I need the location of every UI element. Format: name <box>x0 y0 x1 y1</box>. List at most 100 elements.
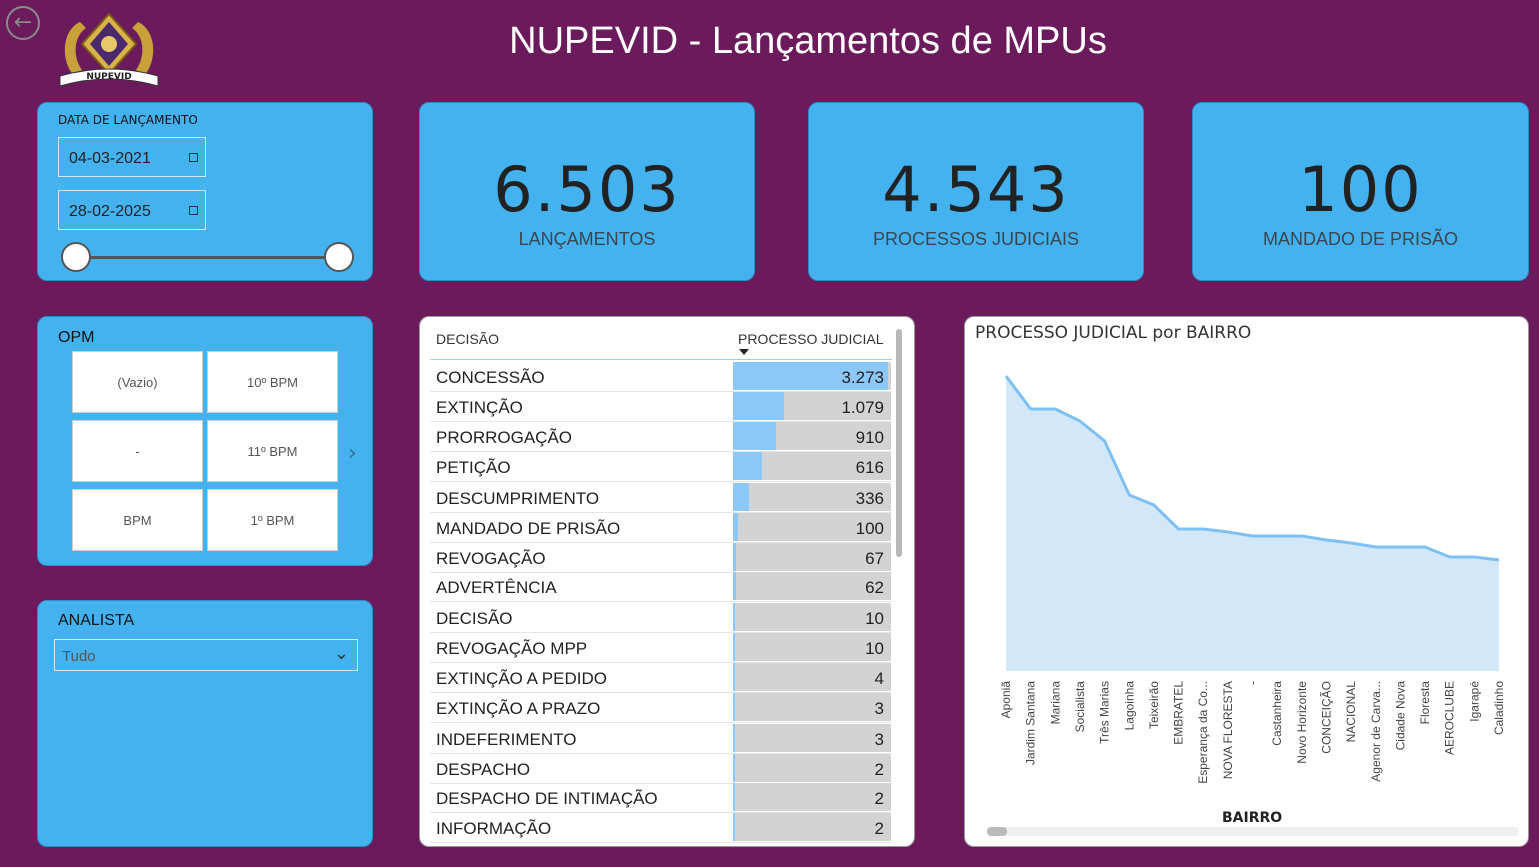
data-point[interactable] <box>1049 403 1061 415</box>
data-point[interactable] <box>1123 489 1135 501</box>
x-tick-label: EMBRATEL <box>1172 681 1186 745</box>
data-point[interactable] <box>1148 499 1160 511</box>
processo-value-cell: 10 <box>865 609 884 628</box>
value-cell-background <box>733 724 891 752</box>
decisao-cell: INFORMAÇÃO <box>436 819 552 838</box>
back-arrow-icon: ← <box>13 10 33 35</box>
chart-hscroll-track[interactable] <box>987 827 1519 836</box>
kpi-card-mandado: 100 MANDADO DE PRISÃO <box>1192 102 1529 281</box>
data-point[interactable] <box>1000 370 1012 382</box>
processo-value-cell: 2 <box>874 819 884 838</box>
table-row[interactable]: MANDADO DE PRISÃO 100 <box>430 512 892 543</box>
table-row[interactable]: CONCESSÃO 3.273 <box>430 361 892 392</box>
column-header-processo[interactable]: PROCESSO JUDICIAL <box>738 331 884 347</box>
processo-value-cell: 3 <box>874 730 884 749</box>
x-tick-label: NACIONAL <box>1344 681 1358 743</box>
chevron-right-icon[interactable]: › <box>348 441 357 466</box>
data-point[interactable] <box>1394 541 1406 553</box>
decisao-cell: INDEFERIMENTO <box>436 730 577 749</box>
processo-value-cell: 3.273 <box>841 368 884 387</box>
opm-tile[interactable]: 11º BPM <box>207 420 338 482</box>
value-data-bar <box>733 813 735 841</box>
date-filter-title: DATA DE LANÇAMENTO <box>58 113 198 127</box>
table-row[interactable]: INDEFERIMENTO 3 <box>430 723 892 754</box>
x-tick-label: Lagoinha <box>1122 681 1136 731</box>
table-scrollbar[interactable] <box>896 329 902 557</box>
table-row[interactable]: REVOGAÇÃO 67 <box>430 542 892 573</box>
decisao-cell: ADVERTÊNCIA <box>436 578 557 597</box>
x-tick-label: Agenor de Carva... <box>1369 681 1383 782</box>
table-row[interactable]: EXTINÇÃO A PEDIDO 4 <box>430 662 892 693</box>
table-row[interactable]: DESPACHO 2 <box>430 753 892 784</box>
data-point[interactable] <box>1074 415 1086 427</box>
decisao-cell: REVOGAÇÃO <box>436 549 546 568</box>
table-row[interactable]: EXTINÇÃO 1.079 <box>430 391 892 422</box>
data-point[interactable] <box>1296 530 1308 542</box>
table-row[interactable]: PRORROGAÇÃO 910 <box>430 421 892 452</box>
data-point[interactable] <box>1099 435 1111 447</box>
data-point[interactable] <box>1025 403 1037 415</box>
kpi-label: LANÇAMENTOS <box>518 229 656 249</box>
decisao-cell: EXTINÇÃO A PRAZO <box>436 699 601 718</box>
table-row[interactable]: ADVERTÊNCIA 62 <box>430 571 892 602</box>
value-cell-background <box>733 543 891 571</box>
table-row[interactable]: DESCUMPRIMENTO 336 <box>430 482 892 513</box>
area-fill <box>1006 376 1499 671</box>
decisao-cell: DESCUMPRIMENTO <box>436 489 600 508</box>
x-tick-label: NOVA FLORESTA <box>1221 681 1235 779</box>
opm-tile[interactable]: (Vazio) <box>72 351 203 413</box>
data-point[interactable] <box>1419 541 1431 553</box>
value-data-bar <box>733 693 735 721</box>
opm-tile[interactable]: - <box>72 420 203 482</box>
table-row[interactable]: REVOGAÇÃO MPP 10 <box>430 632 892 663</box>
table-row[interactable]: PETIÇÃO 616 <box>430 451 892 482</box>
sort-desc-icon[interactable] <box>739 349 749 355</box>
column-header-decisao[interactable]: DECISÃO <box>436 331 500 347</box>
chart-title: PROCESSO JUDICIAL por BAIRRO <box>975 323 1252 343</box>
data-point[interactable] <box>1468 551 1480 563</box>
slider-start-handle[interactable] <box>61 242 91 272</box>
slider-end-handle[interactable] <box>324 242 354 272</box>
value-data-bar <box>733 724 735 752</box>
kpi-label: PROCESSOS JUDICIAIS <box>872 229 1080 249</box>
opm-tile[interactable]: BPM <box>72 489 203 551</box>
data-point[interactable] <box>1320 534 1332 546</box>
value-data-bar <box>733 483 749 511</box>
data-point[interactable] <box>1345 537 1357 549</box>
opm-title: OPM <box>58 329 95 346</box>
kpi-value: 4.543 <box>882 153 1070 226</box>
value-cell-background <box>733 513 891 541</box>
date-range-slider[interactable] <box>76 256 340 259</box>
processo-value-cell: 62 <box>865 578 884 597</box>
end-date-field[interactable]: 28-02-2025 <box>58 190 206 230</box>
data-point[interactable] <box>1247 530 1259 542</box>
data-point[interactable] <box>1222 526 1234 538</box>
start-date-field[interactable]: 04-03-2021 <box>58 137 206 177</box>
x-tick-label: Mariana <box>1048 681 1062 725</box>
table-row[interactable]: DESPACHO DE INTIMAÇÃO 2 <box>430 782 892 813</box>
processo-value-cell: 10 <box>865 639 884 658</box>
data-point[interactable] <box>1271 530 1283 542</box>
opm-tile[interactable]: 10º BPM <box>207 351 338 413</box>
data-point[interactable] <box>1370 541 1382 553</box>
table-row[interactable]: EXTINÇÃO A PRAZO 3 <box>430 692 892 723</box>
data-point[interactable] <box>1493 554 1505 566</box>
calendar-icon[interactable] <box>189 153 198 162</box>
chart-hscroll-thumb[interactable] <box>987 827 1007 836</box>
decisao-cell: DECISÃO <box>436 609 513 628</box>
table-row[interactable]: INFORMAÇÃO 2 <box>430 812 892 843</box>
data-point[interactable] <box>1173 523 1185 535</box>
data-point[interactable] <box>1197 523 1209 535</box>
x-tick-label: Teixeirão <box>1147 681 1161 729</box>
data-point[interactable] <box>1444 551 1456 563</box>
value-data-bar <box>733 633 735 661</box>
calendar-icon[interactable] <box>189 206 198 215</box>
decisao-cell: DESPACHO <box>436 760 531 779</box>
analista-dropdown[interactable]: Tudo ⌄ <box>54 639 358 671</box>
table-row[interactable]: DECISÃO 10 <box>430 602 892 633</box>
bairro-chart-card: PROCESSO JUDICIAL por BAIRRO Aponiã Jardi… <box>964 316 1529 847</box>
value-data-bar <box>733 362 888 390</box>
opm-tile[interactable]: 1º BPM <box>207 489 338 551</box>
x-tick-label: Floresta <box>1418 681 1432 725</box>
back-button[interactable]: ← <box>6 6 40 40</box>
